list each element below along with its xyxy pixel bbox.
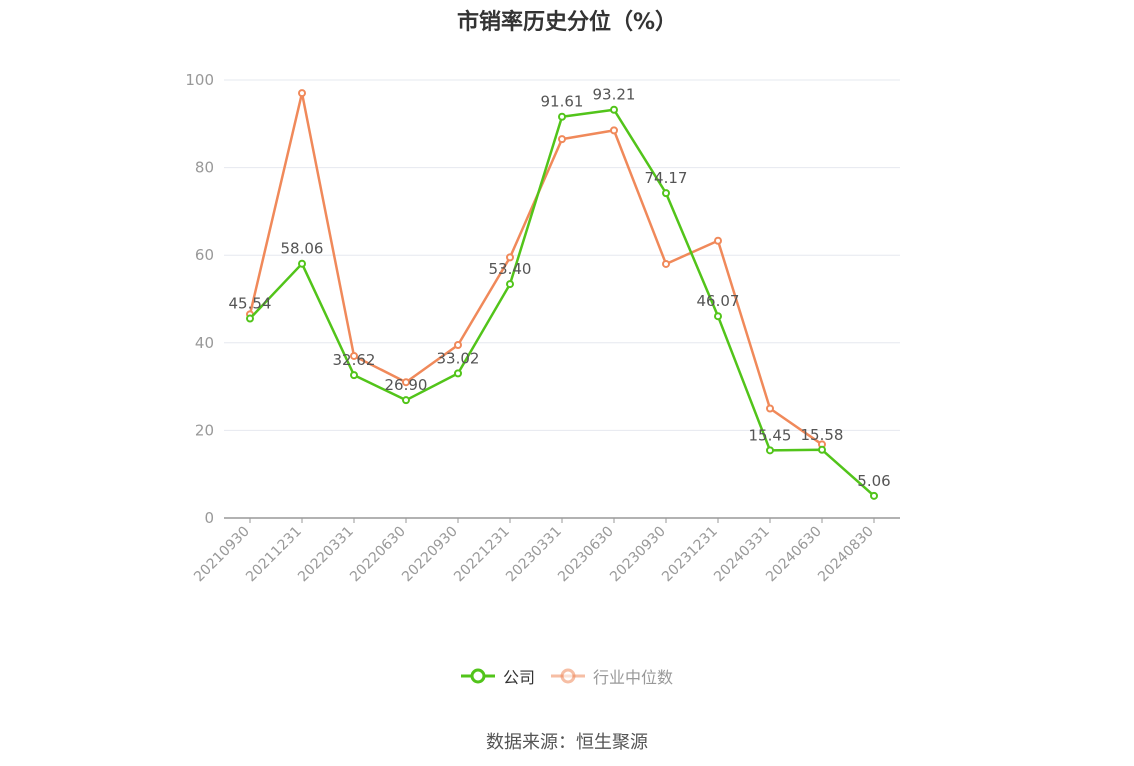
data-label: 58.06 (281, 240, 324, 258)
data-label-layer: 45.54 58.06 32.62 26.90 33.02 53.40 91.61 93.21… (229, 86, 891, 490)
data-label: 33.02 (437, 349, 480, 367)
axis-layer: 0204060801002021093020211231202203312022… (185, 71, 900, 585)
series-point-0 (766, 446, 774, 455)
series-point-1 (610, 126, 618, 135)
x-tick-label: 20230331 (503, 524, 565, 586)
y-tick-label: 40 (195, 334, 214, 352)
data-label: 45.54 (229, 295, 272, 313)
data-label: 32.62 (333, 351, 376, 369)
series-point-1 (454, 340, 462, 349)
x-tick-label: 20220930 (399, 524, 461, 586)
legend-swatch-industry-median (551, 668, 585, 684)
series-point-1 (350, 351, 358, 360)
series-point-0 (610, 105, 618, 114)
data-label: 26.90 (385, 376, 428, 394)
data-label: 5.06 (857, 472, 890, 490)
series-point-1 (662, 259, 670, 268)
series-point-0 (818, 445, 826, 454)
series-line-1 (248, 91, 823, 446)
series-point-1 (402, 378, 410, 387)
legend-item-industry-median[interactable]: 行业中位数 (551, 664, 673, 688)
y-tick-label: 100 (185, 71, 214, 89)
series-point-0 (454, 369, 462, 378)
series-point-0 (506, 280, 514, 289)
series-point-0 (662, 189, 670, 198)
x-tick-label: 20220630 (347, 524, 409, 586)
x-tick-label: 20210930 (191, 524, 253, 586)
data-label: 15.45 (749, 426, 792, 444)
series-point-0 (246, 314, 254, 323)
chart-title: 市销率历史分位（%） (456, 10, 678, 35)
x-tick-label: 20231231 (659, 524, 721, 586)
y-tick-label: 20 (195, 421, 214, 439)
data-label: 53.40 (489, 260, 532, 278)
legend-label-company: 公司 (502, 668, 535, 687)
series-point-0 (298, 259, 306, 268)
data-label: 15.58 (801, 426, 844, 444)
series-point-0 (558, 112, 566, 121)
legend-item-company[interactable]: 公司 (460, 664, 535, 688)
x-tick-label: 20240630 (763, 524, 825, 586)
series-layer (246, 89, 878, 500)
data-label: 74.17 (645, 169, 688, 187)
series-point-0 (350, 371, 358, 380)
series-point-1 (298, 89, 306, 98)
grid-layer (224, 79, 900, 431)
x-tick-label: 20240331 (711, 524, 773, 586)
series-point-1 (558, 135, 566, 144)
x-tick-label: 20211231 (243, 524, 305, 586)
legend-label-industry-median: 行业中位数 (593, 668, 674, 687)
x-tick-label: 20221231 (451, 524, 513, 586)
x-tick-label: 20230930 (607, 524, 669, 586)
series-point-1 (506, 253, 514, 262)
data-label: 93.21 (593, 86, 636, 104)
series-point-1 (766, 404, 774, 413)
x-tick-label: 20230630 (555, 524, 617, 586)
data-label: 46.07 (697, 292, 740, 310)
legend: 公司 行业中位数 (0, 664, 1134, 688)
series-point-1 (714, 236, 722, 245)
y-tick-label: 80 (195, 159, 214, 177)
y-tick-label: 0 (204, 509, 214, 527)
series-point-0 (714, 312, 722, 321)
y-tick-label: 60 (195, 246, 214, 264)
x-tick-label: 20220331 (295, 524, 357, 586)
x-tick-label: 20240830 (815, 524, 877, 586)
series-point-0 (870, 491, 878, 500)
legend-swatch-company (460, 668, 495, 684)
series-point-0 (402, 396, 410, 405)
source-note: 数据来源：恒生聚源 (486, 732, 648, 753)
data-label: 91.61 (541, 93, 584, 111)
